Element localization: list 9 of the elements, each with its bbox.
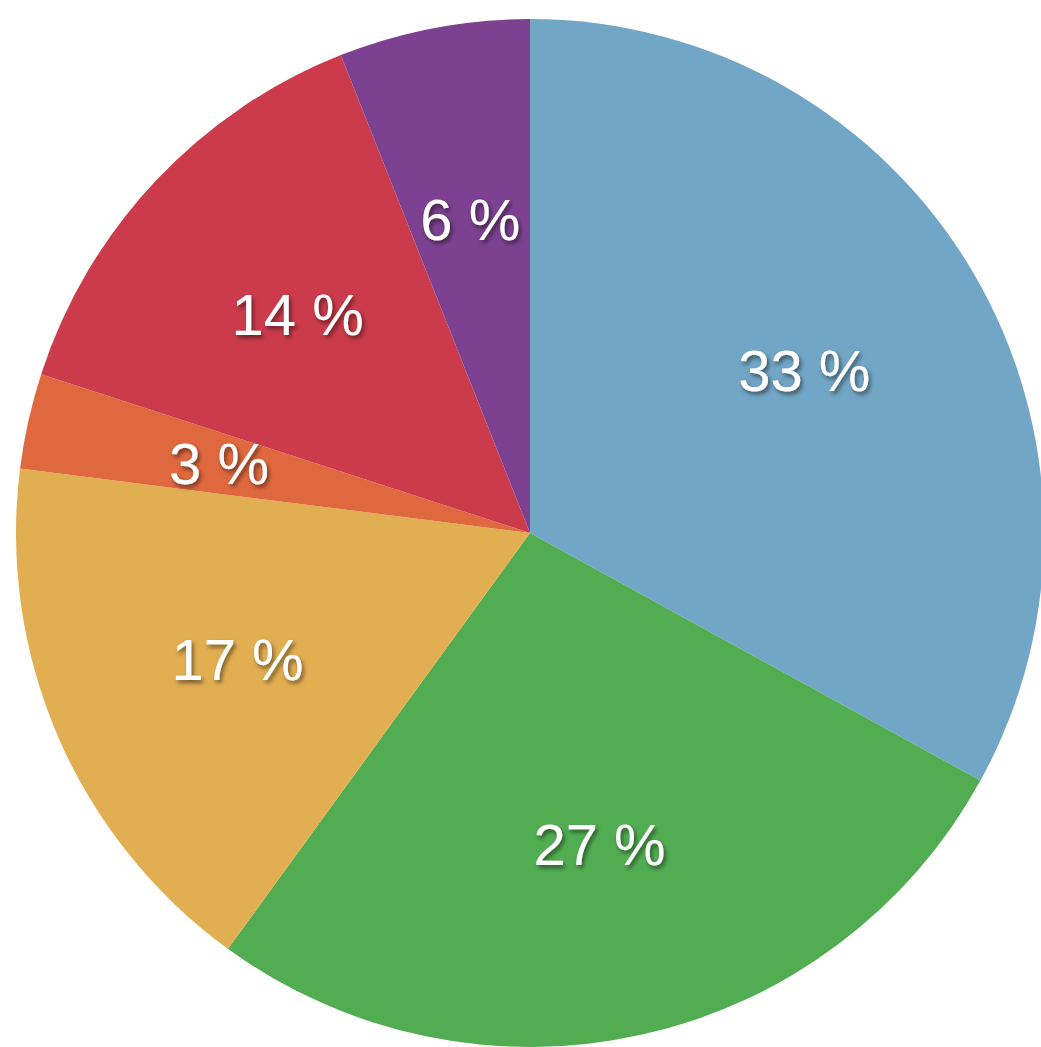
pie-slice — [41, 55, 530, 533]
data-label: 3 % — [169, 430, 269, 496]
data-label: 6 % — [420, 187, 521, 253]
data-label: 14 % — [231, 282, 364, 348]
pie-slice — [530, 19, 1041, 781]
data-label: 33 % — [738, 338, 871, 404]
data-label: 17 % — [171, 627, 304, 693]
data-label: 27 % — [533, 811, 666, 877]
pie-slice — [20, 374, 530, 533]
